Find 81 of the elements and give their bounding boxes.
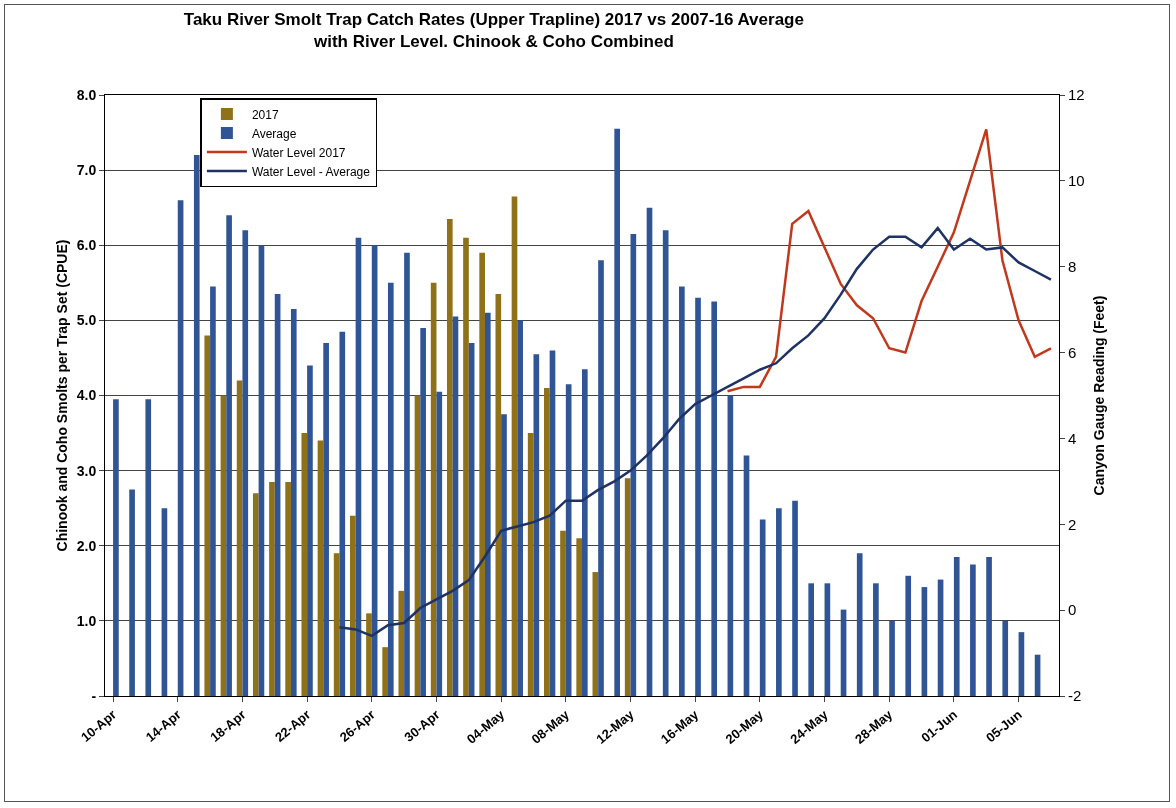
bar — [323, 342, 329, 696]
y2-tick-label: 6 — [1068, 343, 1077, 361]
bar — [889, 620, 895, 696]
bar — [479, 252, 485, 696]
bar — [986, 557, 992, 696]
bar — [366, 613, 372, 696]
bar — [387, 282, 394, 696]
bar — [113, 399, 119, 696]
bar — [145, 399, 152, 696]
bar — [436, 391, 443, 696]
y-tick-label: 2.0 — [76, 537, 97, 554]
bar — [339, 331, 346, 696]
bar — [560, 530, 566, 696]
y-tick-label: 3.0 — [76, 462, 97, 479]
y2-tick-label: 12 — [1068, 86, 1085, 104]
y-axis-title: Chinook and Coho Smolts per Trap Set (CPUE) — [54, 239, 70, 552]
bar — [484, 312, 491, 696]
bar — [792, 500, 798, 696]
y-tick-label: 7.0 — [76, 162, 97, 179]
y2-tick-label: 10 — [1068, 172, 1085, 190]
line-series — [338, 226, 1053, 638]
bar — [517, 320, 523, 696]
y2-tick-label: -2 — [1068, 687, 1082, 705]
y-tick-label: 5.0 — [76, 312, 97, 329]
y2-axis-title: Canyon Gauge Reading (Feet) — [1091, 295, 1107, 496]
bar — [759, 519, 766, 696]
bar — [501, 414, 507, 696]
bar — [544, 387, 550, 696]
y-tick-label: 8.0 — [76, 86, 97, 103]
bar — [662, 230, 669, 696]
bar — [269, 481, 275, 696]
bar — [301, 433, 308, 696]
bar — [1002, 620, 1009, 696]
bar — [226, 215, 232, 696]
bar — [463, 237, 469, 696]
bar — [873, 583, 879, 696]
y2-tick-label: 2 — [1068, 515, 1077, 533]
line-series — [726, 128, 1053, 393]
legend-label: 2017 — [251, 107, 279, 122]
bar — [420, 327, 426, 696]
legend-label: Average — [251, 126, 297, 141]
bar — [970, 564, 976, 696]
bar — [129, 489, 135, 696]
bar — [242, 230, 249, 696]
bar — [398, 590, 405, 696]
bar — [404, 252, 410, 696]
bar — [204, 335, 211, 696]
y-tick-label: 4.0 — [76, 387, 97, 404]
bar — [695, 297, 701, 696]
bar — [382, 647, 388, 696]
bar — [679, 286, 685, 696]
y2-tick-label: 8 — [1068, 257, 1077, 275]
y-tick-label: 1.0 — [76, 612, 97, 629]
bar — [776, 508, 782, 696]
bar — [953, 557, 960, 696]
y2-tick-label: 0 — [1068, 601, 1077, 619]
bar — [576, 538, 582, 696]
legend-label: Water Level 2017 — [251, 145, 346, 160]
y-tick-label: 6.0 — [76, 237, 97, 254]
bar — [905, 575, 912, 696]
bar — [614, 128, 620, 696]
bar — [495, 294, 502, 696]
bar — [533, 354, 540, 696]
bar — [307, 365, 313, 696]
bar — [711, 301, 718, 696]
bar — [285, 481, 291, 696]
bar — [808, 583, 815, 696]
bar — [446, 218, 453, 696]
bar — [252, 493, 259, 696]
bar — [210, 286, 216, 696]
bar — [624, 478, 631, 696]
chart-title: Taku River Smolt Trap Catch Rates (Upper Trapline) 2017 vs 2007-16 Average with River Level. Chinook & Coho Combined — [183, 9, 804, 51]
bar — [856, 553, 863, 696]
bar — [598, 260, 604, 696]
bar — [290, 309, 297, 696]
bar — [349, 515, 356, 696]
y2-tick-label: 4 — [1068, 429, 1077, 447]
y-tick-label: - — [91, 687, 97, 704]
legend-label: Water Level - Average — [251, 164, 371, 179]
bar — [582, 369, 588, 696]
bar — [193, 155, 200, 696]
